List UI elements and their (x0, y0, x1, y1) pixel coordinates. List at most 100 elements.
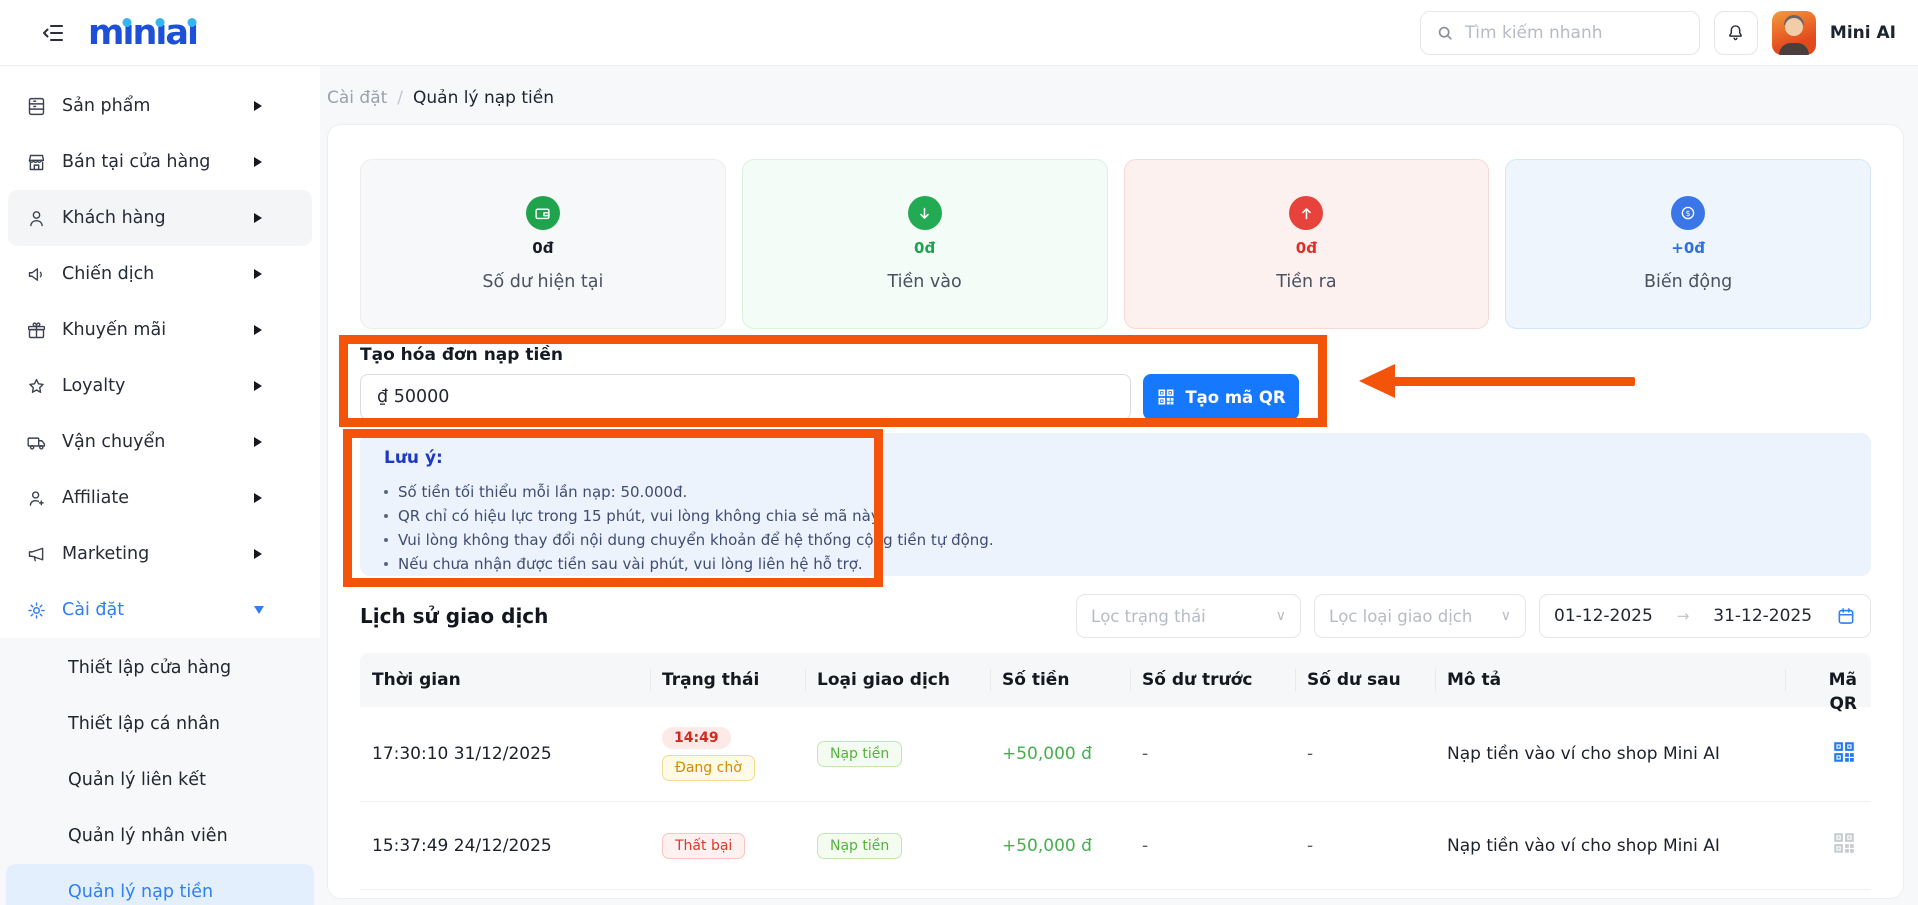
column-header-time: Thời gian (372, 670, 461, 690)
type-filter-placeholder: Lọc loại giao dịch (1329, 606, 1473, 626)
date-from: 01-12-2025 (1554, 606, 1653, 626)
table-header-row: Thời gian Trạng thái Loại giao dịch Số t… (360, 653, 1871, 714)
stat-label: Biến động (1643, 272, 1733, 292)
cell-status: Thất bại (650, 832, 805, 859)
search-input[interactable] (1464, 22, 1685, 43)
deposit-form-section: Tạo hóa đơn nạp tiền Tạo mã QR (339, 335, 1635, 427)
submenu-item-thiet-lap-cua-hang[interactable]: Thiết lập cửa hàng (6, 640, 314, 696)
type-badge-deposit: Nạp tiền (817, 832, 903, 859)
coin-icon: $ (1671, 196, 1706, 230)
cell-balance-before: - (1142, 835, 1149, 856)
status-badge-failed: Thất bại (662, 832, 746, 859)
qr-code-icon[interactable] (1831, 739, 1857, 765)
submenu-item-label: Thiết lập cá nhân (68, 714, 220, 734)
sidebar-item-khuyen-mai[interactable]: Khuyến mãi (8, 302, 312, 358)
bullet-dot (384, 490, 388, 494)
top-bar-right: Mini AI (1419, 10, 1896, 55)
column-header-balance-after: Số dư sau (1295, 668, 1435, 692)
product-icon (26, 96, 47, 117)
cell-amount: +50,000 đ (1002, 744, 1092, 764)
qr-code-icon-disabled (1831, 830, 1857, 856)
calendar-icon (1838, 608, 1854, 624)
bullet-dot (384, 538, 388, 542)
note-item: QR chỉ có hiệu lực trong 15 phút, vui lò… (384, 504, 1847, 528)
arrow-up-icon (1289, 196, 1324, 230)
cell-description: Nạp tiền vào ví cho shop Mini AI (1447, 744, 1720, 764)
submenu-item-quan-ly-nap-tien[interactable]: Quản lý nạp tiền (6, 864, 314, 905)
stat-card-money-out: 0đ Tiền ra (1123, 159, 1490, 329)
create-qr-button-label: Tạo mã QR (1185, 387, 1286, 407)
qr-code-icon (1158, 389, 1174, 405)
sidebar-item-khach-hang[interactable]: Khách hàng (8, 190, 312, 246)
sidebar-item-label: Bán tại cửa hàng (62, 152, 211, 172)
wallet-icon (525, 196, 560, 230)
breadcrumb-parent[interactable]: Cài đặt (327, 88, 388, 108)
sidebar-item-affiliate[interactable]: Affiliate (8, 470, 312, 526)
breadcrumb-separator: / (397, 88, 404, 108)
notifications-button[interactable] (1713, 10, 1758, 55)
cell-time: 17:30:10 31/12/2025 (372, 744, 552, 764)
sidebar-item-ban-tai-cua-hang[interactable]: Bán tại cửa hàng (8, 134, 312, 190)
settings-submenu: Thiết lập cửa hàng Thiết lập cá nhân Quả… (0, 638, 320, 905)
annotation-arrow (1359, 364, 1635, 398)
user-name[interactable]: Mini AI (1829, 22, 1896, 43)
cell-status: 14:49 Đang chờ (650, 727, 805, 781)
submenu-item-thiet-lap-ca-nhan[interactable]: Thiết lập cá nhân (6, 696, 314, 752)
notes-panel: Lưu ý: Số tiền tối thiểu mỗi lần nạp: 50… (343, 429, 1871, 587)
chevron-right-icon (254, 437, 262, 447)
submenu-item-label: Quản lý nhân viên (68, 826, 228, 846)
campaign-icon (26, 264, 47, 285)
stat-value: 0đ (914, 239, 936, 257)
bullet-dot (384, 514, 388, 518)
sidebar-item-marketing[interactable]: Marketing (8, 526, 312, 582)
column-header-amount: Số tiền (990, 668, 1130, 692)
sidebar-item-van-chuyen[interactable]: Vận chuyển (8, 414, 312, 470)
sidebar-item-label: Loyalty (62, 376, 126, 396)
cell-time: 15:37:49 24/12/2025 (372, 835, 552, 856)
customer-icon (26, 208, 47, 229)
avatar-head (1784, 17, 1803, 36)
history-header: Lịch sử giao dịch Lọc trạng thái ∨ Lọc l… (360, 594, 1871, 638)
cell-qr (1785, 830, 1871, 861)
sidebar-item-cai-dat[interactable]: Cài đặt (8, 582, 312, 638)
sidebar: Sản phẩm Bán tại cửa hàng Khách hàng (0, 66, 320, 905)
deposit-form-row: Tạo mã QR (360, 374, 1300, 420)
avatar-body (1778, 42, 1809, 55)
sidebar-collapse-icon[interactable] (38, 18, 68, 48)
create-qr-button[interactable]: Tạo mã QR (1143, 374, 1299, 420)
stat-value: 0đ (1295, 239, 1317, 257)
sidebar-item-san-pham[interactable]: Sản phẩm (8, 78, 312, 134)
main-content: Cài đặt / Quản lý nạp tiền 0đ Số dư hiện… (320, 66, 1918, 905)
table-row: 17:30:10 31/12/2025 14:49 Đang chờ Nạp t… (360, 707, 1871, 802)
sidebar-item-label: Marketing (62, 544, 150, 564)
breadcrumb: Cài đặt / Quản lý nạp tiền (327, 88, 1904, 108)
gift-icon (26, 320, 47, 341)
history-filters: Lọc trạng thái ∨ Lọc loại giao dịch ∨ 01… (1076, 594, 1871, 638)
status-filter-select[interactable]: Lọc trạng thái ∨ (1076, 594, 1301, 638)
sidebar-item-chien-dich[interactable]: Chiến dịch (8, 246, 312, 302)
user-avatar[interactable] (1771, 10, 1816, 55)
shipping-icon (26, 432, 47, 453)
type-filter-select[interactable]: Lọc loại giao dịch ∨ (1314, 594, 1526, 638)
chevron-right-icon (254, 269, 262, 279)
status-filter-placeholder: Lọc trạng thái (1091, 606, 1206, 626)
cell-description: Nạp tiền vào ví cho shop Mini AI (1447, 835, 1720, 856)
chevron-right-icon (254, 493, 262, 503)
submenu-item-quan-ly-nhan-vien[interactable]: Quản lý nhân viên (6, 808, 314, 864)
arrow-left-icon (1359, 364, 1395, 398)
note-item: Nếu chưa nhận được tiền sau vài phút, vu… (384, 552, 1847, 576)
stat-label: Tiền ra (1276, 272, 1337, 292)
stat-card-current-balance: 0đ Số dư hiện tại (360, 159, 726, 329)
date-range-picker[interactable]: 01-12-2025 → 31-12-2025 (1539, 594, 1871, 638)
cell-amount: +50,000 đ (1002, 835, 1092, 856)
chevron-right-icon (254, 549, 262, 559)
deposit-amount-input[interactable] (360, 374, 1131, 420)
sidebar-item-label: Sản phẩm (62, 96, 151, 116)
star-icon (26, 376, 47, 397)
submenu-item-quan-ly-lien-ket[interactable]: Quản lý liên kết (6, 752, 314, 808)
note-text: Số tiền tối thiểu mỗi lần nạp: 50.000đ. (398, 483, 688, 501)
sidebar-item-loyalty[interactable]: Loyalty (8, 358, 312, 414)
chevron-right-icon (254, 213, 262, 223)
